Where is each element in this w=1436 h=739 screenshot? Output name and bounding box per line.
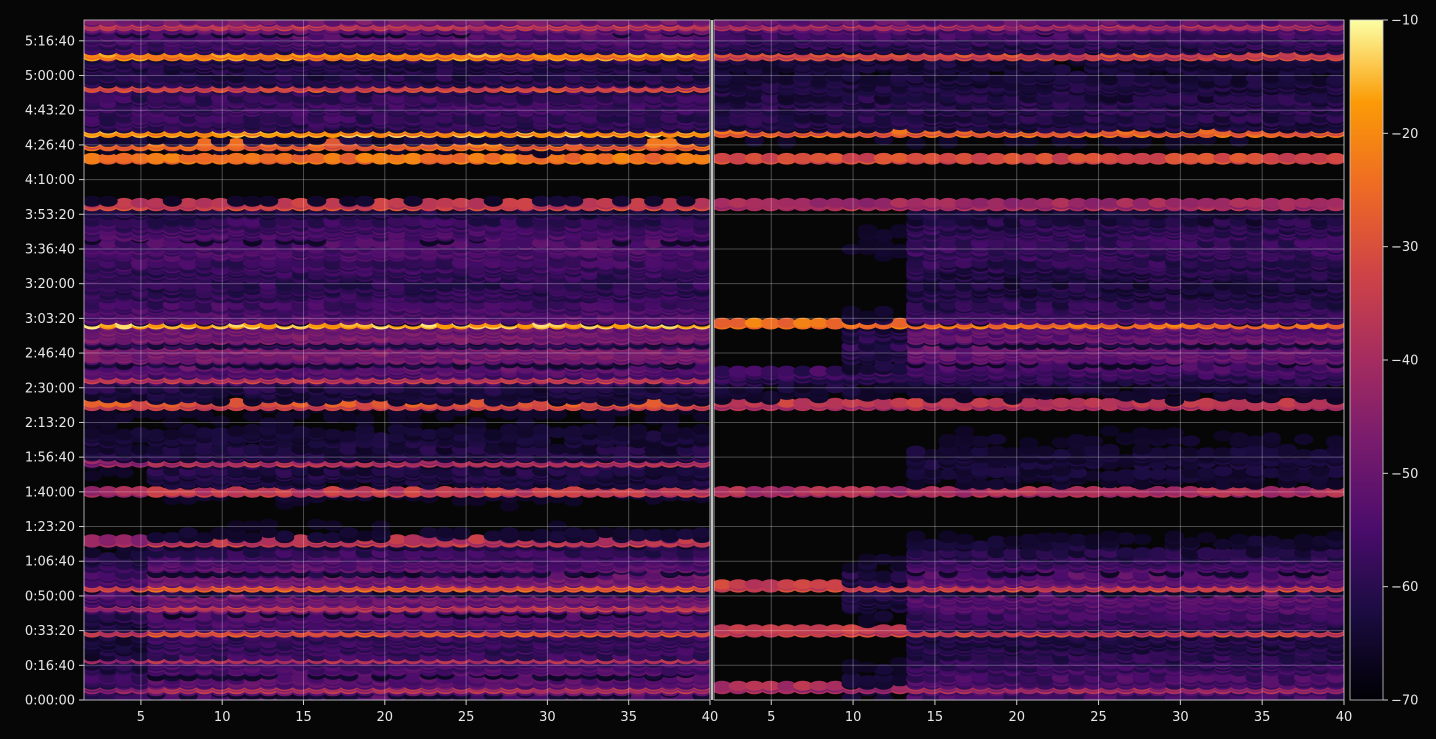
heatmap-cell [531, 528, 552, 540]
heatmap-cell [580, 528, 600, 540]
heatmap-cell [355, 412, 375, 424]
heatmap-cell [564, 425, 584, 437]
heatmap-cell [130, 427, 150, 439]
heatmap-cell [259, 518, 279, 530]
heatmap-cell [242, 410, 263, 422]
heatmap-cell [628, 423, 648, 435]
heatmap-cell [307, 427, 327, 439]
heatmap-cell [531, 423, 552, 435]
heatmap-cell [210, 427, 230, 439]
heatmap-cell [178, 527, 198, 539]
heatmap-cell [387, 423, 407, 435]
heatmap-cell [323, 428, 343, 440]
heatmap-cell [499, 423, 519, 435]
heatmap-cell [692, 410, 710, 422]
heatmap-cell [371, 520, 391, 532]
heatmap-cell [451, 527, 471, 539]
heatmap-cell [499, 527, 519, 539]
heatmap-cell [339, 527, 359, 539]
heatmap-cell [178, 423, 198, 435]
heatmap-cell [692, 423, 710, 435]
heatmap-cell [307, 518, 327, 530]
heatmap-cell [84, 547, 102, 559]
heatmap-cell [547, 520, 568, 532]
heatmap-cell [564, 527, 584, 539]
heatmap-cell [692, 527, 710, 539]
left-heatmap-panel [84, 20, 710, 700]
heatmap-cell [226, 425, 247, 437]
heatmap-cell [242, 520, 263, 532]
heatmap-cell [676, 528, 696, 540]
heatmap-cell [291, 425, 311, 437]
heatmap-cell [275, 410, 295, 422]
heatmap-cell [323, 520, 343, 532]
heatmap-cell [580, 423, 600, 435]
